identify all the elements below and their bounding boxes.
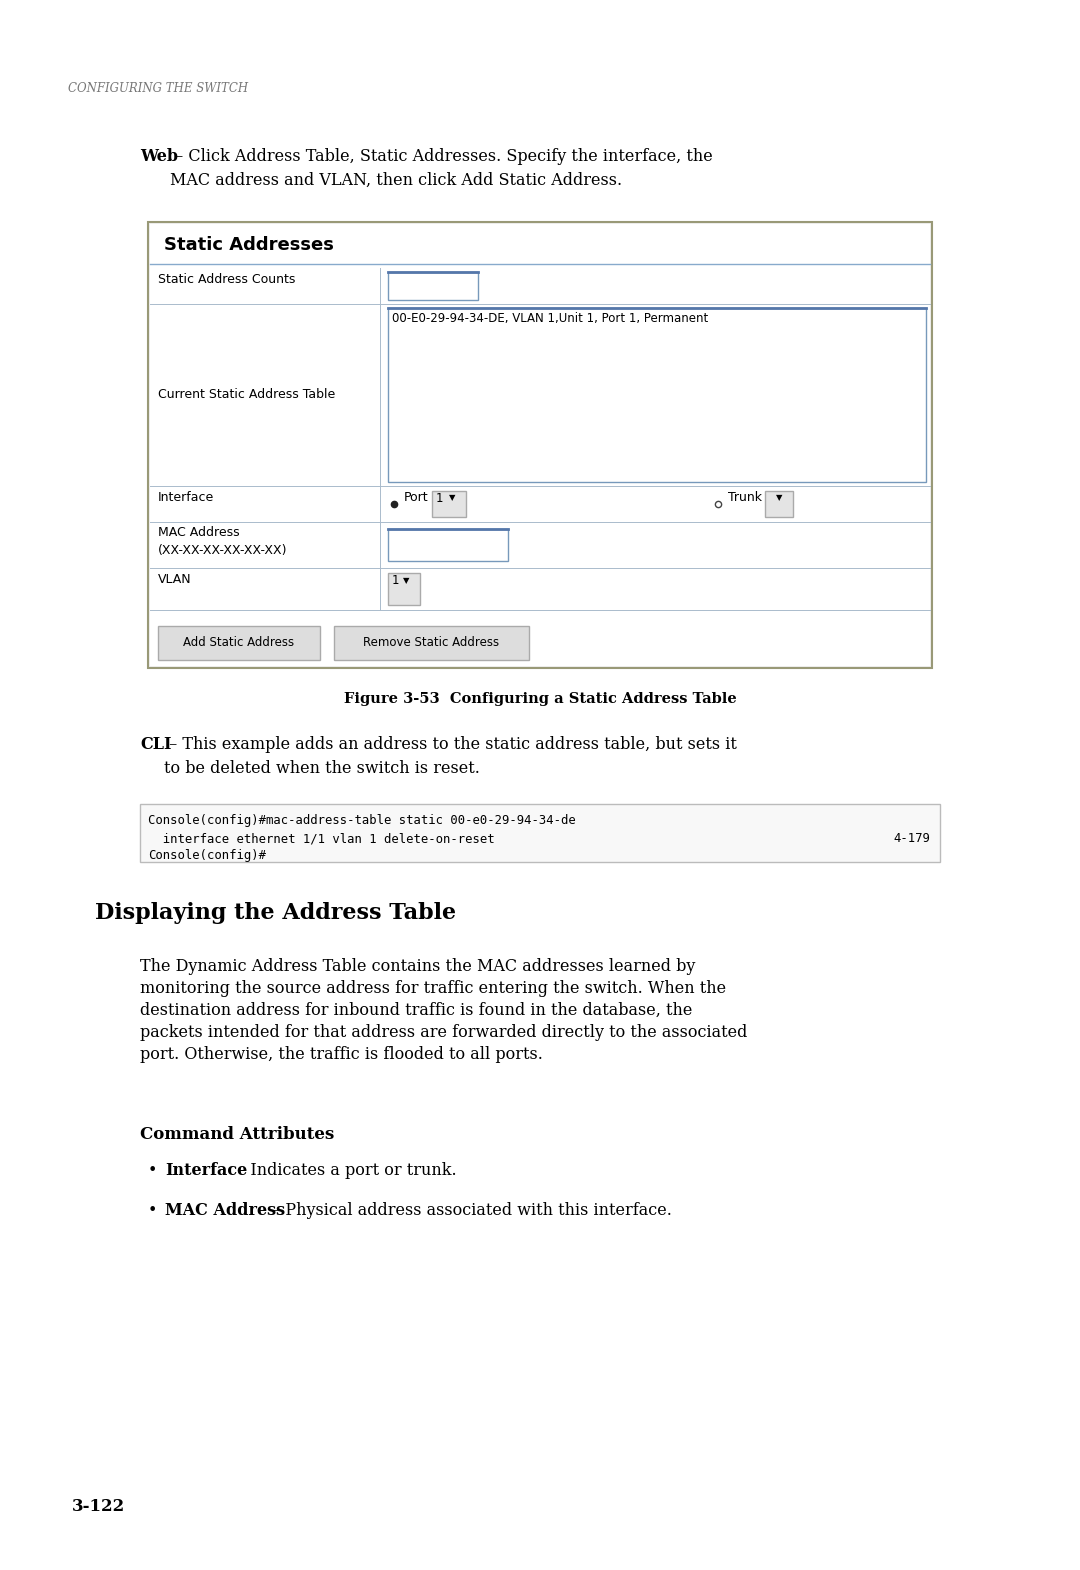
Text: ▼: ▼	[403, 576, 409, 586]
Text: VLAN: VLAN	[158, 573, 191, 586]
Text: 4-179: 4-179	[893, 832, 930, 845]
Text: Current Static Address Table: Current Static Address Table	[158, 388, 335, 402]
Text: packets intended for that address are forwarded directly to the associated: packets intended for that address are fo…	[140, 1024, 747, 1041]
Text: 1: 1	[392, 575, 400, 587]
FancyBboxPatch shape	[140, 804, 940, 862]
Text: Add Static Address: Add Static Address	[184, 636, 295, 650]
FancyBboxPatch shape	[334, 626, 529, 659]
Text: Remove Static Address: Remove Static Address	[363, 636, 499, 650]
FancyBboxPatch shape	[388, 272, 478, 300]
Text: CONFIGURING THE SWITCH: CONFIGURING THE SWITCH	[68, 82, 248, 96]
Text: •: •	[148, 1162, 158, 1179]
Text: Interface: Interface	[158, 491, 214, 504]
FancyBboxPatch shape	[148, 221, 932, 667]
Text: destination address for inbound traffic is found in the database, the: destination address for inbound traffic …	[140, 1002, 692, 1019]
Text: Interface: Interface	[165, 1162, 247, 1179]
Text: •: •	[148, 1203, 158, 1218]
FancyBboxPatch shape	[388, 529, 508, 560]
Text: – Indicates a port or trunk.: – Indicates a port or trunk.	[232, 1162, 457, 1179]
Text: port. Otherwise, the traffic is flooded to all ports.: port. Otherwise, the traffic is flooded …	[140, 1046, 543, 1063]
Text: CLI: CLI	[140, 736, 172, 754]
Text: monitoring the source address for traffic entering the switch. When the: monitoring the source address for traffi…	[140, 980, 726, 997]
FancyBboxPatch shape	[388, 308, 926, 482]
Text: – Click Address Table, Static Addresses. Specify the interface, the
MAC address : – Click Address Table, Static Addresses.…	[170, 148, 713, 188]
Text: Figure 3-53  Configuring a Static Address Table: Figure 3-53 Configuring a Static Address…	[343, 692, 737, 706]
Text: Port: Port	[404, 491, 429, 504]
Text: ▼: ▼	[449, 493, 456, 502]
Text: The Dynamic Address Table contains the MAC addresses learned by: The Dynamic Address Table contains the M…	[140, 958, 696, 975]
Text: 00-E0-29-94-34-DE, VLAN 1,Unit 1, Port 1, Permanent: 00-E0-29-94-34-DE, VLAN 1,Unit 1, Port 1…	[392, 312, 708, 325]
Text: Displaying the Address Table: Displaying the Address Table	[95, 903, 456, 925]
Text: MAC Address
(XX-XX-XX-XX-XX-XX): MAC Address (XX-XX-XX-XX-XX-XX)	[158, 526, 287, 557]
FancyBboxPatch shape	[158, 626, 320, 659]
Text: 3-122: 3-122	[72, 1498, 125, 1515]
FancyBboxPatch shape	[432, 491, 465, 517]
Text: – Physical address associated with this interface.: – Physical address associated with this …	[267, 1203, 672, 1218]
Text: MAC Address: MAC Address	[165, 1203, 285, 1218]
Text: Static Address Counts: Static Address Counts	[158, 273, 295, 286]
Text: Trunk: Trunk	[728, 491, 762, 504]
FancyBboxPatch shape	[388, 573, 420, 604]
Text: Static Addresses: Static Addresses	[164, 236, 334, 254]
Text: Web: Web	[140, 148, 178, 165]
Text: Console(config)#: Console(config)#	[148, 849, 266, 862]
Text: – This example adds an address to the static address table, but sets it
to be de: – This example adds an address to the st…	[164, 736, 737, 777]
FancyBboxPatch shape	[765, 491, 793, 517]
Text: ▼: ▼	[777, 493, 783, 502]
Text: 1: 1	[436, 491, 444, 506]
Text: Command Attributes: Command Attributes	[140, 1126, 334, 1143]
Text: Console(config)#mac-address-table static 00-e0-29-94-34-de: Console(config)#mac-address-table static…	[148, 813, 576, 827]
Text: interface ethernet 1/1 vlan 1 delete-on-reset: interface ethernet 1/1 vlan 1 delete-on-…	[148, 832, 495, 845]
FancyBboxPatch shape	[150, 225, 930, 666]
